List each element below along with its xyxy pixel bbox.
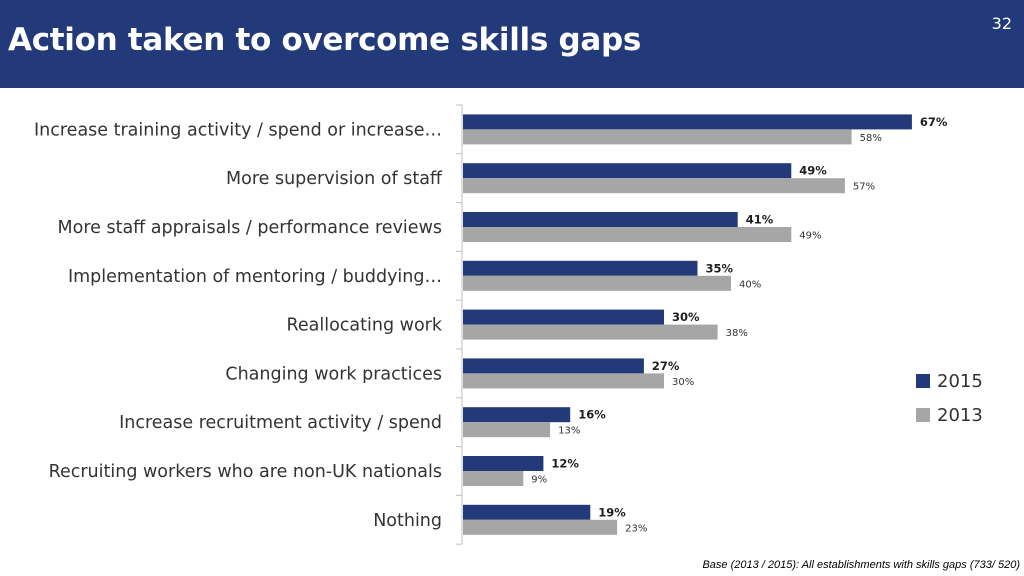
data-label-2013: 49% [799, 231, 821, 242]
bar-2013 [463, 129, 852, 145]
data-label-2013: 30% [672, 377, 694, 388]
data-label-2015: 41% [746, 213, 774, 227]
bar-2015 [463, 260, 698, 276]
bar-2015 [463, 212, 738, 227]
data-label-2015: 49% [799, 164, 827, 178]
data-label-2013: 13% [558, 426, 580, 437]
data-label-2015: 16% [578, 408, 606, 422]
data-label-2015: 35% [706, 261, 734, 275]
page-number: 32 [991, 14, 1012, 33]
bar-2013 [463, 324, 718, 340]
legend-label-2013: 2013 [937, 404, 983, 426]
data-label-2015: 27% [652, 359, 680, 373]
bar-2013 [463, 422, 551, 438]
data-label-2013: 40% [739, 279, 761, 290]
slide-title: Action taken to overcome skills gaps [8, 22, 642, 58]
data-label-2015: 30% [672, 310, 700, 324]
bar-2015 [463, 504, 591, 520]
category-label: Increase training activity / spend or in… [34, 120, 442, 140]
legend-item-2015: 2015 [916, 369, 983, 393]
data-label-2013: 38% [726, 328, 748, 339]
slide-header: Action taken to overcome skills gaps 32 [0, 0, 1024, 88]
bar-2013 [463, 227, 792, 242]
bar-2015 [463, 456, 544, 471]
bar-2015 [463, 114, 912, 130]
data-label-2013: 9% [531, 475, 547, 486]
category-label: More supervision of staff [226, 169, 443, 189]
category-label: Implementation of mentoring / buddying… [68, 267, 442, 287]
category-label: More staff appraisals / performance revi… [58, 218, 442, 238]
legend-label-2015: 2015 [937, 370, 983, 392]
chart-legend: 2015 2013 [916, 369, 983, 437]
category-label: Changing work practices [225, 364, 442, 384]
legend-swatch-2013 [916, 408, 930, 422]
bar-2015 [463, 407, 571, 423]
base-footnote: Base (2013 / 2015): All establishments w… [702, 559, 1020, 571]
bar-2013 [463, 373, 664, 389]
bar-2013 [463, 519, 618, 535]
bar-2015 [463, 309, 664, 325]
data-label-2015: 12% [551, 457, 579, 471]
data-label-2013: 58% [860, 133, 882, 144]
bar-2013 [463, 275, 731, 291]
legend-swatch-2015 [916, 374, 930, 388]
data-label-2015: 67% [920, 115, 948, 129]
category-label: Recruiting workers who are non-UK nation… [49, 462, 442, 482]
category-label: Increase recruitment activity / spend [119, 413, 442, 433]
bar-2013 [463, 471, 524, 486]
category-label: Nothing [373, 511, 442, 531]
data-label-2013: 57% [853, 182, 875, 193]
bar-2015 [463, 358, 644, 374]
data-label-2015: 19% [598, 505, 626, 519]
category-label: Reallocating work [287, 316, 443, 336]
bar-2015 [463, 163, 792, 179]
legend-item-2013: 2013 [916, 403, 983, 427]
bar-2013 [463, 178, 845, 194]
data-label-2013: 23% [625, 523, 647, 534]
